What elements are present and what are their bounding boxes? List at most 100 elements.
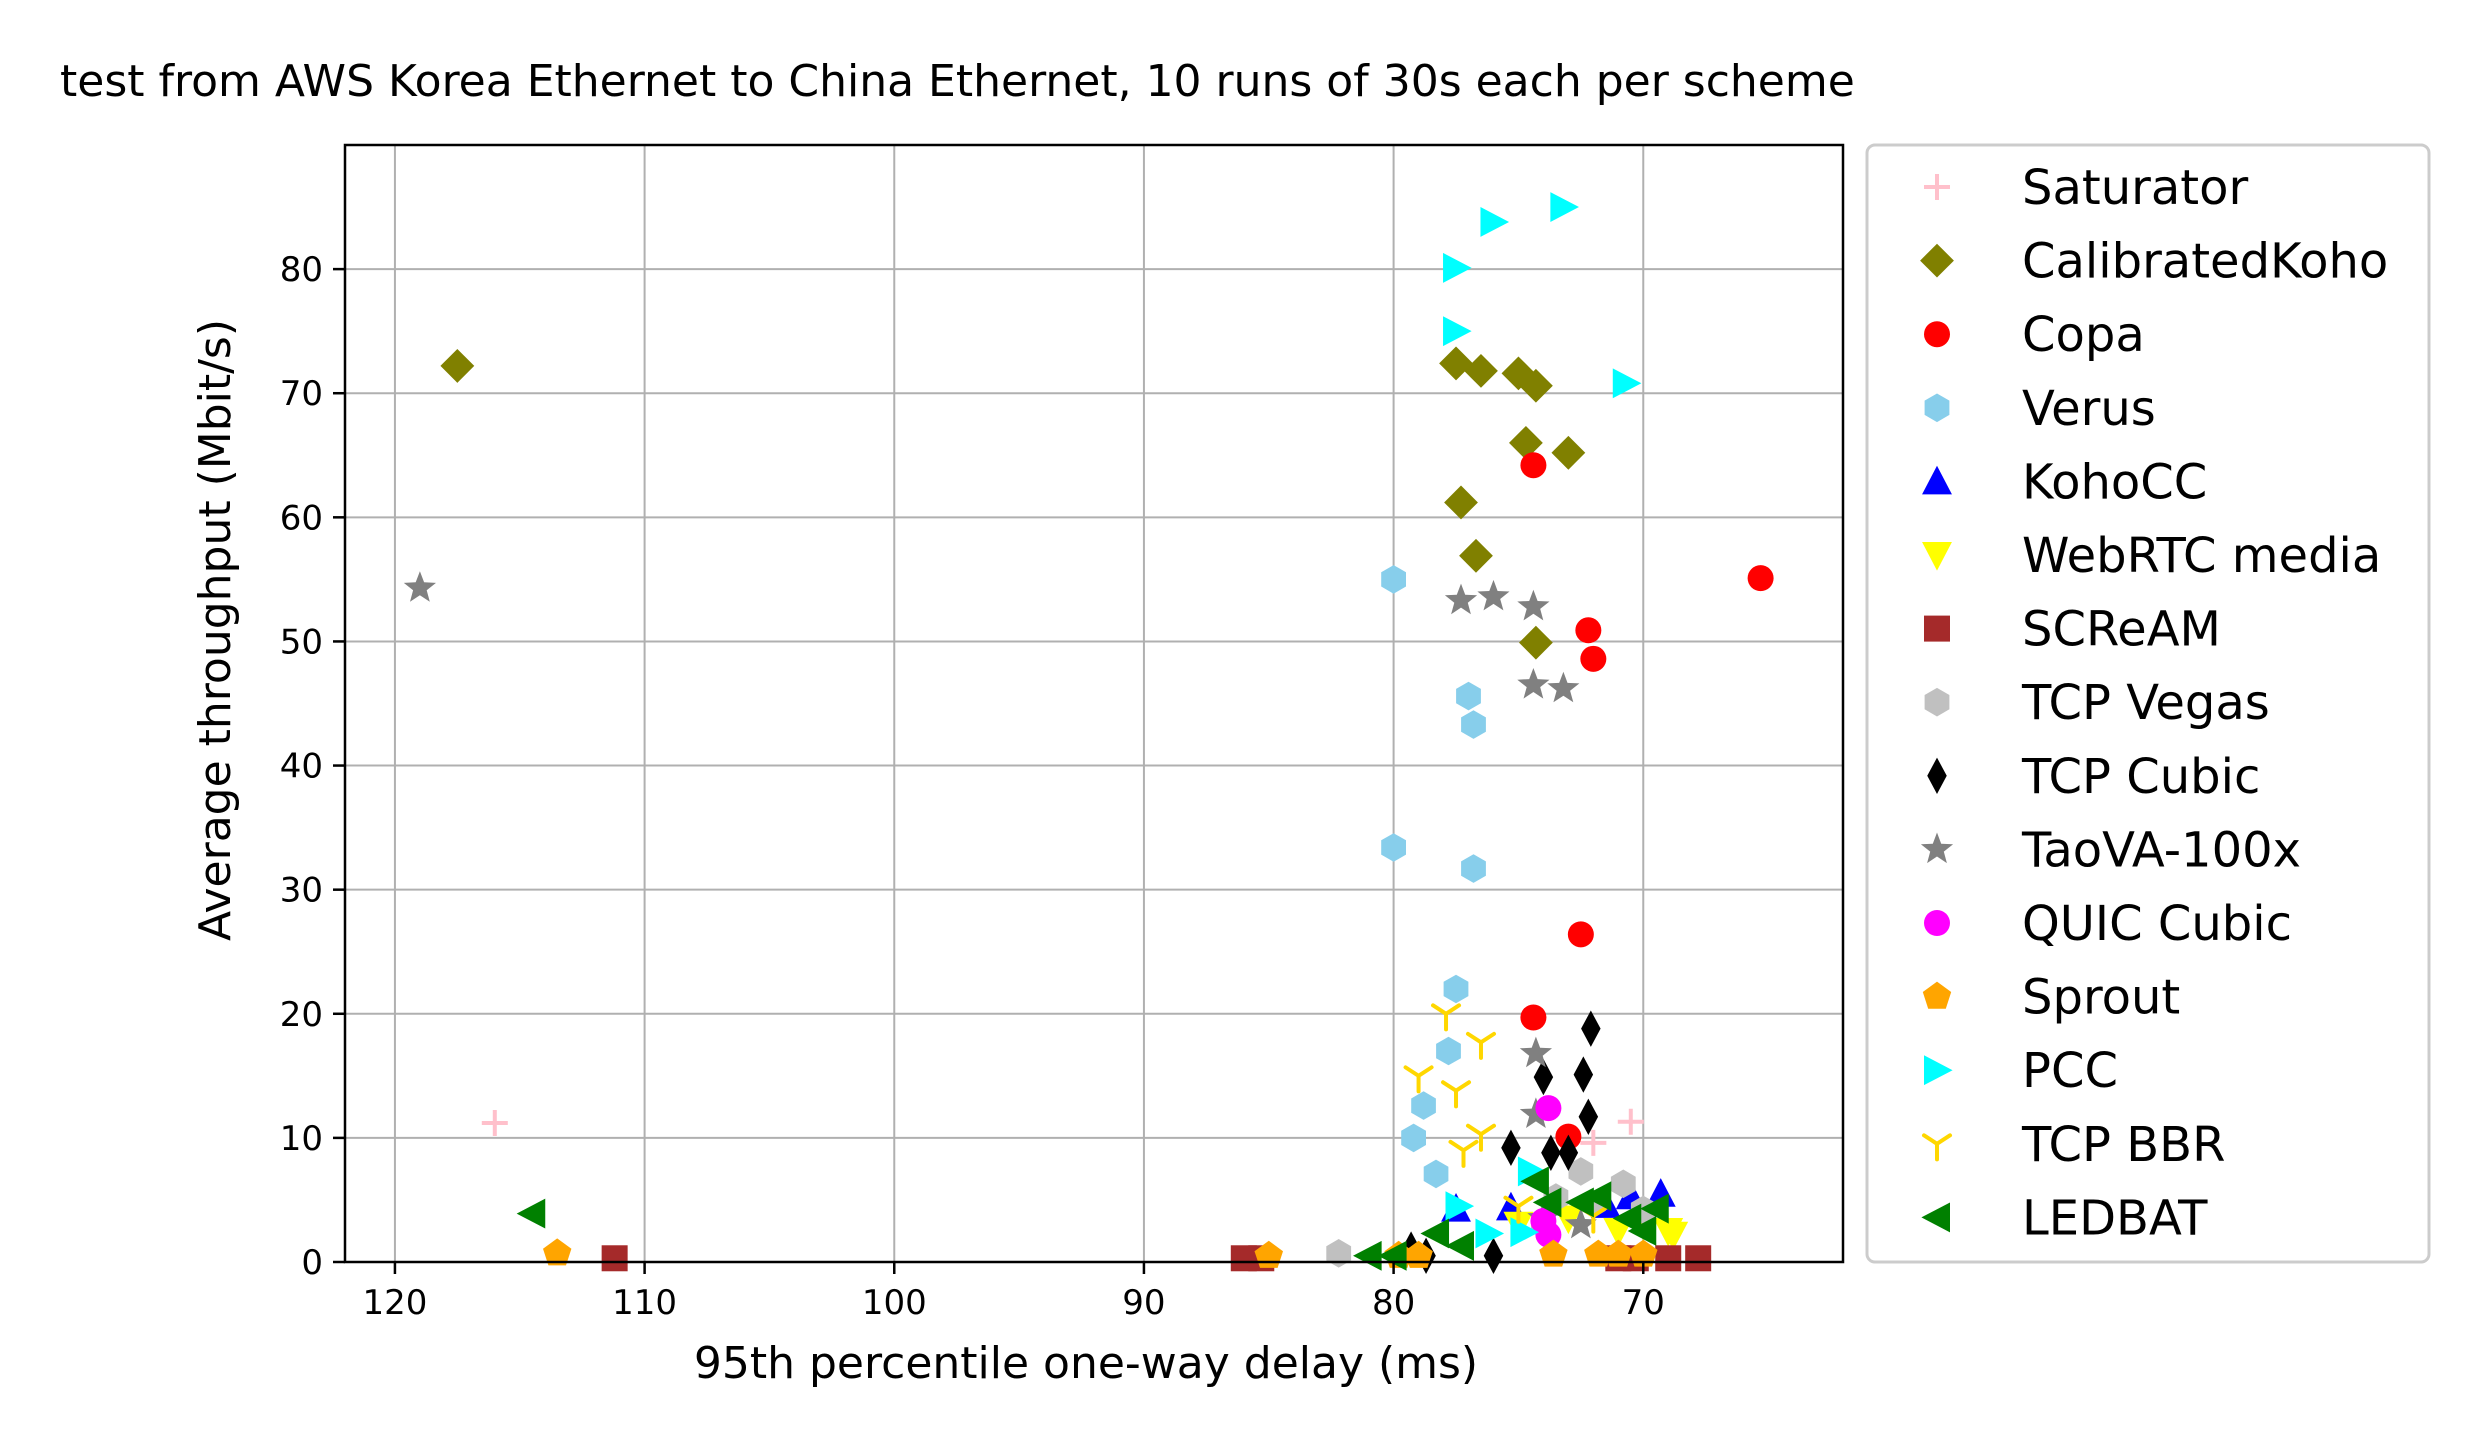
data-point (1517, 589, 1550, 621)
legend-label: Verus (2022, 381, 2156, 437)
data-point (1443, 316, 1472, 347)
legend-marker (1924, 1055, 1953, 1086)
y-tick-label: 60 (280, 498, 323, 538)
data-point (1480, 206, 1510, 237)
data-point (1461, 710, 1486, 739)
data-point (1580, 1129, 1607, 1156)
data-point (1519, 1036, 1552, 1068)
data-point (1612, 368, 1642, 399)
data-point (1539, 1239, 1568, 1267)
data-point (1445, 1230, 1475, 1261)
data-point (1459, 538, 1493, 573)
data-point (1640, 1193, 1669, 1224)
legend-marker (1922, 1133, 1952, 1162)
data-point (1584, 1239, 1613, 1267)
legend-item: Verus (1924, 381, 2156, 437)
y-tick-label: 50 (280, 622, 323, 662)
data-point (1581, 1010, 1601, 1047)
data-point (1509, 425, 1543, 460)
series-tcp-bbr (1403, 1003, 1609, 1234)
data-point (1568, 1157, 1594, 1186)
data-point (1578, 1098, 1599, 1135)
y-tick-label: 40 (280, 747, 323, 787)
series-copa (1520, 452, 1774, 1150)
data-point (1401, 1123, 1426, 1153)
data-point (1580, 645, 1607, 672)
data-point (1443, 252, 1472, 283)
legend-item: TCP BBR (1922, 1117, 2225, 1173)
data-point (1520, 1166, 1549, 1197)
legend-marker (1924, 910, 1950, 936)
legend-label: PCC (2022, 1043, 2118, 1099)
data-point (1503, 1195, 1534, 1224)
legend-marker (1920, 243, 1954, 278)
data-point (1558, 1134, 1579, 1171)
data-point (1477, 579, 1510, 611)
legend-item: KohoCC (1922, 454, 2207, 510)
data-point (1411, 1091, 1436, 1120)
x-tick-label: 110 (612, 1283, 677, 1323)
data-point (1510, 1217, 1540, 1248)
data-point (1541, 1134, 1561, 1171)
data-point (1353, 1240, 1382, 1271)
legend: Saturator CalibratedKoho Copa Verus KohoCC We… (1865, 143, 2431, 1264)
legend-label: CalibratedKoho (2022, 234, 2388, 290)
legend-marker (1922, 465, 1952, 495)
legend-item: PCC (1924, 1043, 2118, 1099)
data-point (1629, 1239, 1658, 1267)
legend-label: TCP BBR (2021, 1117, 2225, 1173)
y-axis-ticks: 0 10 20 30 40 50 60 70 80 (280, 250, 345, 1283)
data-point (1461, 854, 1486, 883)
data-point (1441, 1080, 1472, 1109)
data-point (1551, 435, 1586, 470)
legend-label: TCP Cubic (2021, 749, 2260, 805)
data-point (1658, 1221, 1689, 1251)
data-point (1519, 625, 1553, 660)
legend-marker (1924, 615, 1950, 642)
data-point (1475, 1218, 1505, 1249)
legend-label: Saturator (2022, 160, 2248, 216)
data-point (1378, 1240, 1407, 1271)
legend-item: SCReAM (1924, 602, 2221, 658)
legend-label: LEDBAT (2022, 1190, 2208, 1246)
data-point (1685, 1245, 1712, 1272)
y-tick-label: 70 (280, 374, 323, 414)
legend-label: SCReAM (2022, 602, 2221, 658)
data-point (1567, 921, 1594, 948)
legend-label: Sprout (2022, 970, 2180, 1026)
data-point (1573, 1056, 1594, 1093)
legend-item: TCP Vegas (1924, 675, 2270, 731)
data-point (1326, 1239, 1352, 1268)
data-point (1465, 1123, 1496, 1152)
chart-title: test from AWS Korea Ethernet to China Et… (60, 56, 1855, 107)
y-axis-label: Average throughput (Mbit/s) (190, 319, 241, 941)
data-point (1254, 1240, 1283, 1268)
legend-marker (1924, 687, 1950, 717)
legend-item: TaoVA-100x (1920, 822, 2301, 878)
data-point (1465, 1031, 1496, 1060)
data-point (1520, 452, 1547, 479)
x-axis-label: 95th percentile one-way delay (ms) (694, 1338, 1478, 1389)
x-tick-label: 100 (862, 1283, 927, 1323)
data-point (1456, 681, 1481, 711)
data-point (1381, 833, 1406, 862)
data-point (1520, 1004, 1547, 1031)
data-point (1445, 1191, 1475, 1222)
data-point (1747, 565, 1774, 592)
legend-marker (1920, 832, 1954, 864)
legend-item: LEDBAT (1921, 1190, 2208, 1246)
series-calibratedkoho (440, 346, 1586, 660)
data-point (1627, 1216, 1657, 1246)
legend-label: TaoVA-100x (2021, 822, 2301, 878)
legend-item: WebRTC media (1922, 528, 2381, 584)
data-point (516, 1198, 546, 1229)
y-tick-label: 80 (280, 250, 323, 290)
y-tick-label: 10 (280, 1119, 323, 1159)
data-point (1564, 1207, 1597, 1239)
data-point (403, 571, 436, 602)
data-point (1464, 353, 1498, 388)
legend-label: Copa (2022, 307, 2145, 363)
data-point (440, 349, 475, 383)
data-point (1532, 1187, 1562, 1218)
